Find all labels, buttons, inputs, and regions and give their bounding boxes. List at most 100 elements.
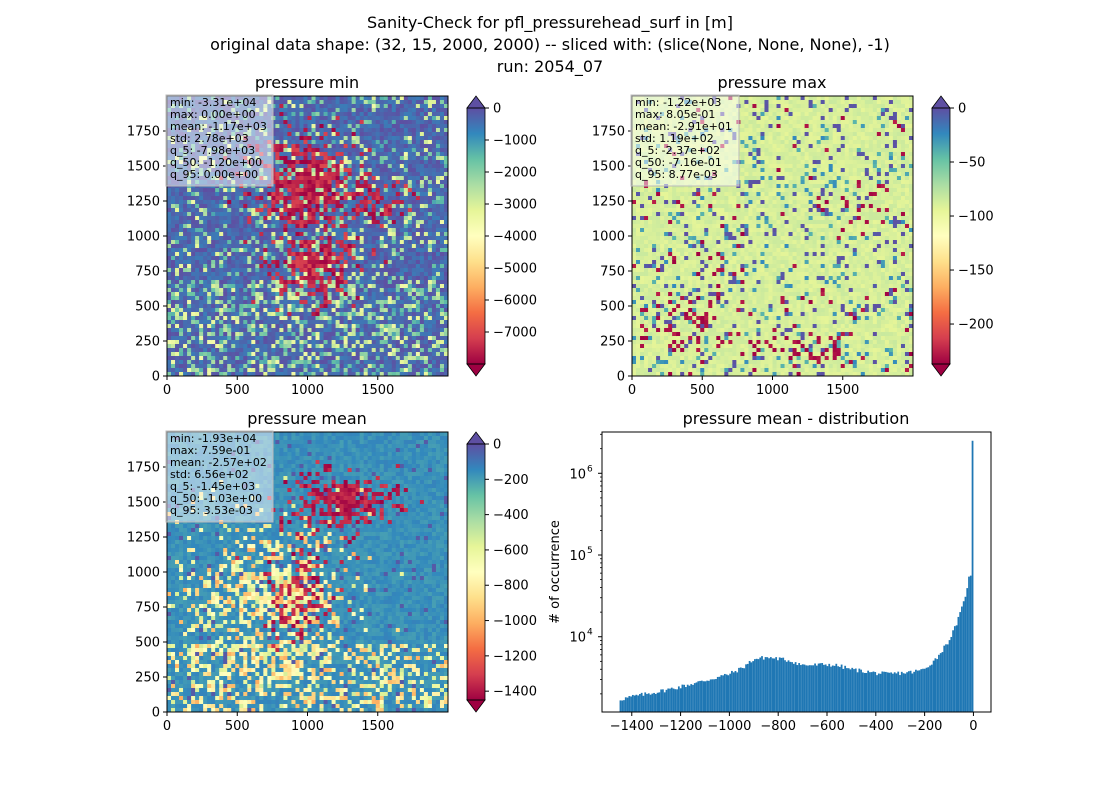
heatmap-cell [439,96,445,101]
heatmap-cell [419,328,425,333]
heatmap-cell [371,112,377,117]
heatmap-cell [375,220,381,225]
heatmap-cell [183,268,188,273]
heatmap-cell [231,248,236,253]
heatmap-cell [311,100,317,105]
heatmap-cell [179,308,184,313]
heatmap-cell [327,236,333,241]
heatmap-cell [431,184,437,189]
heatmap-cell [443,128,449,133]
heatmap-cell [187,364,192,369]
heatmap-cell [303,132,308,137]
heatmap-cell [267,260,272,265]
heatmap-cell [355,228,361,233]
heatmap-cell [371,188,377,193]
heatmap-cell [207,260,212,265]
heatmap-cell [311,152,317,157]
heatmap-cell [231,192,236,197]
heatmap-cell [311,108,317,113]
heatmap-cell [311,264,317,269]
heatmap-cell [235,372,240,377]
heatmap-cell [271,348,276,353]
heatmap-cell [175,304,180,309]
heatmap-cell [371,184,377,189]
heatmap-cell [371,128,377,133]
heatmap-cell [351,188,357,193]
heatmap-cell [415,336,421,341]
heatmap-cell [427,104,433,109]
heatmap-cell [295,320,300,325]
heatmap-cell [335,296,341,301]
heatmap-cell [387,312,393,317]
heatmap-cell [231,224,236,229]
heatmap-cell [387,324,393,329]
heatmap-cell [179,340,184,345]
heatmap-cell [279,116,284,121]
heatmap-cell [307,240,313,245]
heatmap-cell [439,144,445,149]
heatmap-cell [243,372,248,377]
heatmap-cell [283,228,288,233]
heatmap-cell [439,288,445,293]
heatmap-cell [367,108,373,113]
heatmap-cell [295,368,300,373]
heatmap-cell [215,196,220,201]
heatmap-cell [331,304,337,309]
heatmap-cell [203,364,208,369]
heatmap-cell [191,336,196,341]
heatmap-cell [275,272,280,277]
heatmap-cell [375,216,381,221]
heatmap-cell [295,288,300,293]
heatmap-cell [175,344,180,349]
heatmap-cell [311,112,317,117]
heatmap-cell [195,364,200,369]
heatmap-cell [367,340,373,345]
heatmap-cell [367,188,373,193]
heatmap-cell [291,332,296,337]
heatmap-cell [279,264,284,269]
heatmap-cell [351,112,357,117]
heatmap-cell [431,260,437,265]
heatmap-cell [367,216,373,221]
heatmap-cell [367,276,373,281]
heatmap-cell [211,204,216,209]
heatmap-cell [291,316,296,321]
heatmap-cell [243,276,248,281]
heatmap-cell [359,336,365,341]
heatmap-cell [251,224,256,229]
heatmap-cell [235,312,240,317]
heatmap-cell [339,308,345,313]
heatmap-cell [311,124,317,129]
heatmap-cell [387,152,393,157]
heatmap-cell [435,164,441,169]
heatmap-cell [259,212,264,217]
heatmap-cell [271,132,276,137]
heatmap-cell [439,108,445,113]
heatmap-cell [371,228,377,233]
heatmap-cell [239,196,244,201]
heatmap-cell [175,268,180,273]
heatmap-cell [343,196,349,201]
heatmap-cell [243,364,248,369]
heatmap-cell [403,104,409,109]
heatmap-cell [239,300,244,305]
heatmap-cell [387,340,393,345]
heatmap-cell [391,164,397,169]
heatmap-cell [255,344,260,349]
heatmap-cell [235,216,240,221]
heatmap-cell [287,116,292,121]
heatmap-cell [299,284,304,289]
heatmap-cell [195,272,200,277]
heatmap-cell [255,312,260,317]
heatmap-cell [263,352,268,357]
heatmap-cell [427,208,433,213]
heatmap-cell [443,168,449,173]
heatmap-cell [407,120,413,125]
heatmap-cell [431,336,437,341]
heatmap-cell [335,204,341,209]
heatmap-cell [319,164,325,169]
heatmap-cell [355,300,361,305]
heatmap-cell [323,344,329,349]
heatmap-cell [223,312,228,317]
heatmap-cell [251,256,256,261]
